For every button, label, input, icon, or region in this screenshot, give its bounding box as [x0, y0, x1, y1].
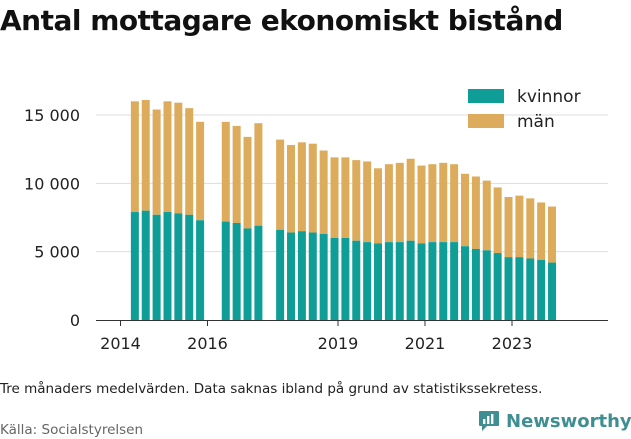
bar-segment-man — [428, 164, 437, 243]
bar-segment-man — [254, 123, 263, 226]
x-tick-label: 2016 — [187, 334, 228, 353]
legend-swatch-kvinnor — [468, 89, 504, 103]
legend-label: kvinnor — [517, 87, 581, 107]
x-tick-label: 2023 — [492, 334, 533, 353]
bar-segment-man — [297, 142, 306, 232]
bars — [130, 99, 557, 320]
bar-segment-kvinnor — [548, 262, 557, 320]
bar-segment-man — [319, 150, 328, 234]
bar-segment-kvinnor — [287, 232, 296, 320]
bar-segment-kvinnor — [254, 225, 263, 320]
x-tick-label: 2019 — [318, 334, 359, 353]
bar-segment-man — [152, 109, 161, 215]
bar-segment-kvinnor — [163, 212, 172, 320]
bar-segment-man — [548, 206, 557, 263]
bar-segment-man — [406, 158, 415, 241]
bar-segment-man — [461, 173, 470, 247]
bar-segment-man — [130, 101, 139, 213]
bar-segment-kvinnor — [330, 238, 339, 320]
bar-segment-kvinnor — [297, 231, 306, 320]
y-tick-label: 0 — [70, 311, 80, 330]
bar-segment-kvinnor — [341, 238, 350, 320]
bar-segment-kvinnor — [504, 257, 513, 320]
bar-segment-kvinnor — [417, 243, 426, 320]
bar-segment-man — [243, 136, 252, 229]
bar-segment-man — [221, 121, 230, 222]
bar-segment-man — [163, 101, 172, 213]
y-tick-label: 10 000 — [24, 174, 80, 193]
bar-segment-man — [526, 198, 535, 259]
bar-segment-kvinnor — [243, 228, 252, 320]
bar-segment-kvinnor — [395, 242, 404, 320]
bar-segment-man — [352, 160, 361, 241]
bar-segment-kvinnor — [221, 221, 230, 320]
y-tick-label: 5 000 — [34, 243, 80, 262]
bar-segment-man — [537, 202, 546, 260]
bar-segment-kvinnor — [130, 212, 139, 320]
chart-caption: Tre månaders medelvärden. Data saknas ib… — [0, 381, 543, 397]
bar-segment-man — [439, 162, 448, 243]
bar-segment-kvinnor — [428, 242, 437, 320]
bar-segment-man — [384, 164, 393, 243]
bar-segment-kvinnor — [493, 253, 502, 320]
x-tick-label: 2014 — [100, 334, 141, 353]
bar-segment-man — [232, 125, 241, 223]
bar-segment-kvinnor — [141, 210, 150, 320]
legend: kvinnor män — [468, 87, 581, 132]
newsworthy-logo-text: Newsworthy — [506, 410, 631, 432]
legend-swatch-man — [468, 114, 504, 128]
bar-segment-kvinnor — [526, 258, 535, 320]
bar-segment-kvinnor — [374, 243, 383, 320]
newsworthy-logo-icon — [479, 411, 499, 431]
bar-segment-kvinnor — [537, 259, 546, 320]
bar-segment-kvinnor — [406, 240, 415, 320]
bar-segment-kvinnor — [152, 214, 161, 320]
x-tick-label: 2021 — [405, 334, 446, 353]
newsworthy-logo: Newsworthy — [478, 409, 631, 433]
axes: 0 5 000 10 000 15 000 2014 2016 2019 2021 2023 — [24, 106, 608, 353]
source-note: Källa: Socialstyrelsen — [0, 422, 144, 438]
bar-segment-kvinnor — [384, 242, 393, 320]
bar-segment-man — [482, 180, 491, 251]
bar-segment-kvinnor — [185, 214, 194, 320]
bar-segment-kvinnor — [363, 242, 372, 320]
bar-segment-kvinnor — [276, 229, 285, 320]
bar-segment-kvinnor — [196, 220, 205, 320]
y-tick-label: 15 000 — [24, 106, 80, 125]
bar-segment-kvinnor — [439, 242, 448, 320]
bar-segment-man — [515, 195, 524, 258]
bar-segment-kvinnor — [515, 257, 524, 320]
bar-segment-kvinnor — [461, 246, 470, 320]
bar-segment-man — [308, 143, 317, 233]
bar-segment-kvinnor — [319, 233, 328, 320]
bar-segment-kvinnor — [471, 248, 480, 320]
bar-segment-man — [493, 187, 502, 254]
bar-segment-man — [196, 121, 205, 221]
bar-segment-man — [330, 157, 339, 238]
bar-segment-man — [471, 176, 480, 249]
bar-segment-man — [374, 168, 383, 244]
chart-title: Antal mottagare ekonomiskt bistånd — [0, 4, 563, 37]
bar-segment-kvinnor — [308, 232, 317, 320]
bar-segment-man — [363, 161, 372, 243]
bar-segment-kvinnor — [450, 242, 459, 320]
bar-segment-man — [276, 139, 285, 230]
bar-segment-man — [504, 197, 513, 258]
bar-segment-man — [450, 164, 459, 243]
bar-segment-man — [287, 145, 296, 233]
bar-segment-kvinnor — [352, 240, 361, 320]
bar-segment-man — [185, 108, 194, 215]
legend-label: män — [517, 112, 555, 132]
bar-segment-man — [174, 102, 183, 214]
stacked-bar-chart: 0 5 000 10 000 15 000 2014 2016 2019 2021 2023 k… — [24, 87, 608, 353]
bar-segment-man — [395, 162, 404, 243]
bar-segment-kvinnor — [174, 213, 183, 320]
bar-segment-kvinnor — [482, 250, 491, 320]
bar-segment-man — [341, 157, 350, 238]
bar-segment-man — [417, 165, 426, 244]
bar-segment-man — [141, 99, 150, 211]
bar-segment-kvinnor — [232, 222, 241, 320]
